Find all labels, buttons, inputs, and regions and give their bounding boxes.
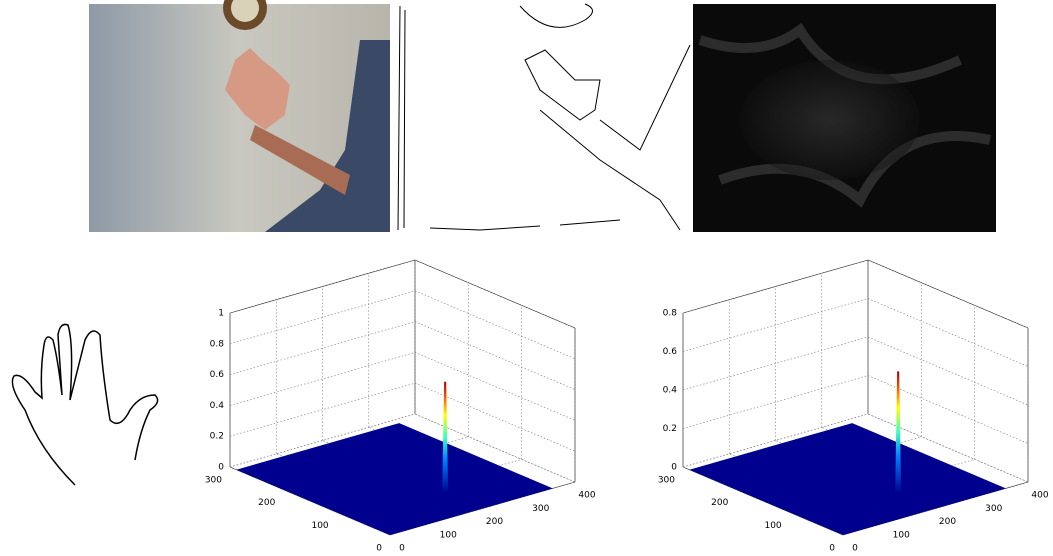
y-tick-label: 100 bbox=[311, 521, 328, 531]
y-tick-label: 300 bbox=[205, 476, 222, 486]
z-tick-label: 0.6 bbox=[210, 370, 225, 380]
x-tick-label: 400 bbox=[1031, 491, 1048, 501]
y-tick-label: 200 bbox=[711, 498, 728, 508]
x-tick-label: 200 bbox=[939, 517, 956, 527]
distance-map bbox=[693, 4, 996, 232]
surface-floor bbox=[236, 423, 552, 535]
z-tick-label: 0.4 bbox=[210, 401, 225, 411]
z-tick-label: 0.8 bbox=[210, 339, 225, 349]
surface-peak bbox=[442, 382, 448, 493]
x-tick-label: 300 bbox=[985, 504, 1002, 514]
z-tick-label: 0.2 bbox=[210, 432, 224, 442]
figure: 0 0.2 0.4 0.6 0.8 1 0 100 200 300 400 0 100 200 300 0 0.… bbox=[0, 0, 1053, 556]
z-tick-label: 0 bbox=[218, 463, 224, 473]
x-tick-label: 400 bbox=[578, 491, 595, 501]
y-tick-label: 100 bbox=[764, 521, 781, 531]
grid-line bbox=[415, 352, 575, 420]
x-tick-label: 100 bbox=[440, 530, 457, 540]
z-tick-label: 0.8 bbox=[663, 309, 678, 319]
z-tick-label: 0 bbox=[671, 463, 677, 473]
grid-line bbox=[415, 291, 575, 359]
y-tick-label: 0 bbox=[376, 544, 382, 554]
z-tick-label: 0.2 bbox=[663, 424, 677, 434]
x-tick-label: 300 bbox=[532, 504, 549, 514]
x-tick-label: 0 bbox=[399, 544, 405, 554]
x-tick-label: 0 bbox=[852, 544, 858, 554]
z-tick-label: 1 bbox=[218, 309, 224, 319]
y-tick-label: 200 bbox=[258, 498, 275, 508]
grid-line bbox=[415, 322, 575, 390]
x-tick-label: 200 bbox=[486, 517, 503, 527]
edge-map bbox=[390, 4, 690, 232]
hand-sketch bbox=[12, 324, 157, 485]
grid-line bbox=[868, 376, 1028, 444]
y-tick-label: 300 bbox=[658, 476, 675, 486]
y-tick-label: 0 bbox=[829, 544, 835, 554]
surface-floor bbox=[689, 423, 1005, 535]
z-tick-label: 0.6 bbox=[663, 347, 678, 357]
grid-line bbox=[868, 299, 1028, 367]
x-tick-label: 100 bbox=[893, 530, 910, 540]
z-tick-label: 0.4 bbox=[663, 386, 678, 396]
photo bbox=[89, 0, 390, 232]
grid-line bbox=[868, 337, 1028, 405]
figure-canvas: 0 0.2 0.4 0.6 0.8 1 0 100 200 300 400 0 100 200 300 0 0.… bbox=[0, 0, 1053, 556]
surface-peak bbox=[895, 371, 901, 492]
